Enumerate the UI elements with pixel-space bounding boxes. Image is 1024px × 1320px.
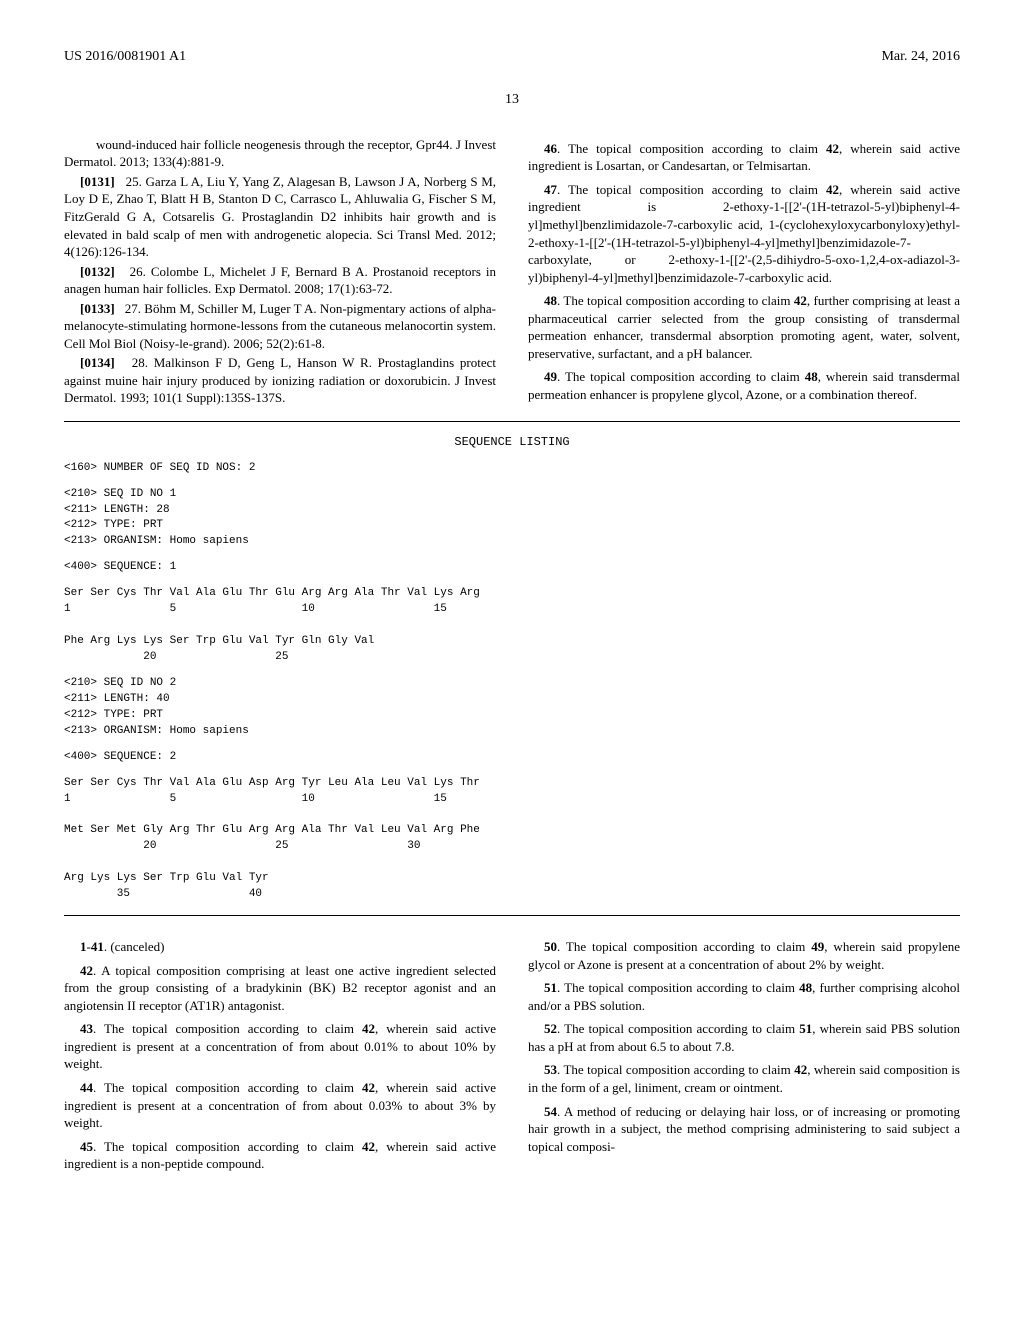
claim-53: 53. The topical composition according to…	[528, 1061, 960, 1096]
claim-ref: 48	[799, 980, 812, 995]
claim-ref: 48	[805, 369, 818, 384]
claim-43: 43. The topical composition according to…	[64, 1020, 496, 1073]
claims-two-column: 1-41. (canceled) 42. A topical compositi…	[64, 932, 960, 1179]
divider-top	[64, 421, 960, 422]
claim-num: 45	[80, 1139, 93, 1154]
claim-text: . The topical composition according to c…	[557, 293, 794, 308]
claim-ref: 42	[794, 293, 807, 308]
claim-text: . The topical composition according to c…	[557, 369, 805, 384]
claim-num: 49	[544, 369, 557, 384]
reference-131: [0131] 25. Garza L A, Liu Y, Yang Z, Ala…	[64, 173, 496, 261]
claim-ref: 42	[362, 1139, 375, 1154]
claim-45: 45. The topical composition according to…	[64, 1138, 496, 1173]
claim-text: . The topical composition according to c…	[557, 980, 799, 995]
publication-date: Mar. 24, 2016	[881, 48, 960, 67]
main-two-column: wound-induced hair follicle neogenesis t…	[64, 134, 960, 410]
ref-num: [0134]	[80, 355, 115, 370]
claim-num: 52	[544, 1021, 557, 1036]
claim-num2: 41	[91, 939, 104, 954]
ref-num: [0133]	[80, 301, 115, 316]
claim-text: . The topical composition according to c…	[557, 1021, 799, 1036]
claim-ref: 42	[826, 141, 839, 156]
claim-text: . The topical composition according to c…	[93, 1021, 362, 1036]
claim-num: 48	[544, 293, 557, 308]
reference-134: [0134] 28. Malkinson F D, Geng L, Hanson…	[64, 354, 496, 407]
ref-num: [0131]	[80, 174, 115, 189]
claim-num: 44	[80, 1080, 93, 1095]
page-header: US 2016/0081901 A1 Mar. 24, 2016	[64, 48, 960, 67]
claim-ref: 51	[799, 1021, 812, 1036]
reference-132: [0132] 26. Colombe L, Michelet J F, Bern…	[64, 263, 496, 298]
claim-text: . The topical composition according to c…	[557, 939, 811, 954]
seq2-line: <400> SEQUENCE: 2	[64, 750, 960, 766]
claim-42: 42. A topical composition comprising at …	[64, 962, 496, 1015]
claim-text: . The topical composition according to c…	[93, 1080, 362, 1095]
ref-num: [0132]	[80, 264, 115, 279]
claim-num: 54	[544, 1104, 557, 1119]
ref-continuation: wound-induced hair follicle neogenesis t…	[64, 136, 496, 171]
claim-text-after: , wherein said active ingredient is 2-et…	[528, 182, 960, 285]
claim-50: 50. The topical composition according to…	[528, 938, 960, 973]
page-number: 13	[64, 91, 960, 110]
claim-text: . A method of reducing or delaying hair …	[528, 1104, 960, 1154]
claim-text: . The topical composition according to c…	[557, 1062, 794, 1077]
claim-text: . The topical composition according to c…	[93, 1139, 362, 1154]
sequence-listing-title: SEQUENCE LISTING	[64, 434, 960, 450]
ref-text: 25. Garza L A, Liu Y, Yang Z, Alagesan B…	[64, 174, 496, 259]
claim-text: . A topical composition comprising at le…	[64, 963, 496, 1013]
seq1-line: <400> SEQUENCE: 1	[64, 560, 960, 576]
claim-52: 52. The topical composition according to…	[528, 1020, 960, 1055]
reference-133: [0133] 27. Böhm M, Schiller M, Luger T A…	[64, 300, 496, 353]
claim-text: . The topical composition according to c…	[557, 141, 826, 156]
ref-text: 26. Colombe L, Michelet J F, Bernard B A…	[64, 264, 496, 297]
claim-47: 47. The topical composition according to…	[528, 181, 960, 286]
ref-text: 28. Malkinson F D, Geng L, Hanson W R. P…	[64, 355, 496, 405]
claim-text: . The topical composition according to c…	[557, 182, 826, 197]
claim-48: 48. The topical composition according to…	[528, 292, 960, 362]
claim-44: 44. The topical composition according to…	[64, 1079, 496, 1132]
claim-num: 47	[544, 182, 557, 197]
ref-cont-text: wound-induced hair follicle neogenesis t…	[64, 137, 496, 170]
claim-54: 54. A method of reducing or delaying hai…	[528, 1103, 960, 1156]
claim-ref: 49	[811, 939, 824, 954]
claim-num: 42	[80, 963, 93, 978]
claim-num: 51	[544, 980, 557, 995]
claim-ref: 42	[362, 1080, 375, 1095]
claim-text: . (canceled)	[104, 939, 165, 954]
ref-text: 27. Böhm M, Schiller M, Luger T A. Non-p…	[64, 301, 496, 351]
claim-ref: 42	[362, 1021, 375, 1036]
left-column: wound-induced hair follicle neogenesis t…	[64, 134, 496, 410]
seq-160: <160> NUMBER OF SEQ ID NOS: 2	[64, 461, 960, 477]
seq2-data: Ser Ser Cys Thr Val Ala Glu Asp Arg Tyr …	[64, 776, 960, 904]
claim-num: 50	[544, 939, 557, 954]
seq1-header: <210> SEQ ID NO 1 <211> LENGTH: 28 <212>…	[64, 487, 960, 551]
claim-51: 51. The topical composition according to…	[528, 979, 960, 1014]
claims-left-col: 1-41. (canceled) 42. A topical compositi…	[64, 932, 496, 1179]
publication-number: US 2016/0081901 A1	[64, 48, 186, 67]
right-column: 46. The topical composition according to…	[528, 134, 960, 410]
divider-bottom	[64, 915, 960, 916]
claim-ref: 42	[826, 182, 839, 197]
claim-49: 49. The topical composition according to…	[528, 368, 960, 403]
seq1-data: Ser Ser Cys Thr Val Ala Glu Thr Glu Arg …	[64, 586, 960, 666]
seq2-header: <210> SEQ ID NO 2 <211> LENGTH: 40 <212>…	[64, 676, 960, 740]
claim-ref: 42	[794, 1062, 807, 1077]
claim-1-41: 1-41. (canceled)	[64, 938, 496, 956]
claim-num: 53	[544, 1062, 557, 1077]
claim-num: 43	[80, 1021, 93, 1036]
claims-right-col: 50. The topical composition according to…	[528, 932, 960, 1179]
claim-num: 46	[544, 141, 557, 156]
claim-46: 46. The topical composition according to…	[528, 140, 960, 175]
